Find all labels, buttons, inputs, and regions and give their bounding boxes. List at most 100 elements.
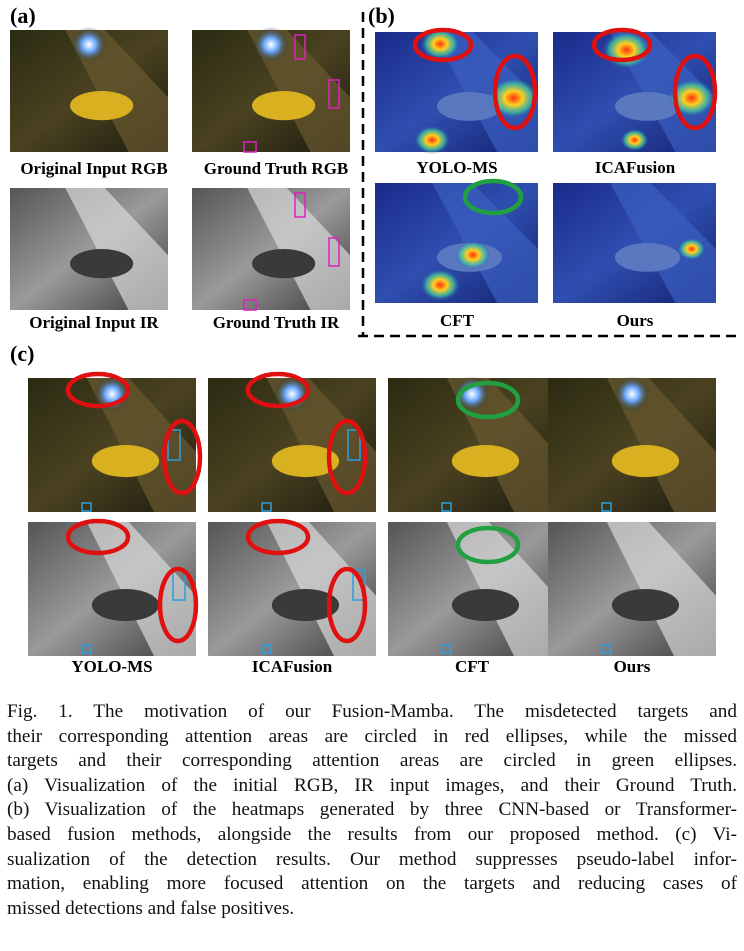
red-ellipse [672,53,718,131]
bounding-box [347,429,361,461]
image-label: Ours [617,311,654,330]
car [611,589,680,622]
image-label: CFT [455,657,490,676]
image [28,376,196,512]
green-ellipse [455,380,521,420]
caption-line: missed detections and false positives. [7,897,295,919]
image-label: CFT [440,311,475,330]
red-ellipse [326,566,368,644]
image [553,30,716,152]
red-ellipse [65,371,131,409]
road [432,32,538,152]
image [548,376,716,512]
car [271,445,340,478]
bounding-box [167,429,181,461]
car [614,92,681,121]
image [208,522,376,656]
image [375,183,538,303]
image [548,522,716,656]
lamp [253,26,289,63]
road [432,183,538,303]
caption-line: mation, enabling more focused attention … [7,873,737,895]
panel-label: (c) [10,341,34,366]
car [70,249,134,279]
green-ellipse [455,525,521,565]
red-ellipse [65,518,131,556]
image [375,28,540,155]
caption-line: their corresponding attention areas are … [7,725,737,747]
image-label: Original Input RGB [20,159,167,178]
red-ellipse [326,418,368,496]
heat-blob [620,128,649,152]
bounding-box [261,502,272,512]
image-label: Ground Truth RGB [204,159,349,178]
image-label: Original Input IR [29,313,159,332]
bounding-box [81,644,92,654]
car [451,589,520,622]
bounding-box [294,192,306,218]
image [28,522,196,656]
car [614,243,681,272]
road [606,522,716,656]
car [451,445,520,478]
caption-line: based fusion methods, alongside the resu… [7,823,737,845]
lamp [71,26,107,63]
car [611,445,680,478]
bounding-box [261,644,272,654]
red-ellipse [161,418,203,496]
lamp [614,376,650,413]
car [91,445,160,478]
image [192,26,350,152]
bounding-box [441,502,452,512]
image-label: ICAFusion [252,657,333,676]
road [446,522,556,656]
lamp [94,376,130,413]
heat-blob [420,269,461,301]
image [192,188,350,310]
image [388,376,556,512]
red-ellipse [157,566,199,644]
road [266,522,376,656]
car [271,589,340,622]
caption-line: targets and their corresponding attentio… [7,750,737,772]
road [247,188,350,310]
heat-blob [487,77,540,119]
caption-line: sualization of the detection results. Ou… [7,848,737,870]
car [436,92,503,121]
heat-blob [454,240,491,270]
red-ellipse [591,27,653,63]
red-ellipse [245,518,311,556]
image [10,188,168,310]
caption-line: (b) Visualization of the heatmaps genera… [7,799,737,821]
image-label: Ours [614,657,651,676]
image-label: YOLO-MS [416,158,497,177]
caption-line: Fig. 1. The motivation of our Fusion-Mam… [7,701,737,722]
heat-blob [677,237,706,261]
car [91,589,160,622]
caption: Fig. 1. The motivation of our Fusion-Mam… [7,700,737,921]
heat-blob [667,78,716,118]
red-ellipse [412,27,474,63]
bounding-box [328,237,340,267]
lamp [274,376,310,413]
image [10,26,168,152]
bounding-box [243,299,257,311]
bounding-box [352,569,366,601]
image-label: ICAFusion [595,158,676,177]
road [65,188,168,310]
bounding-box [601,644,612,654]
image-label: Ground Truth IR [213,313,340,332]
bounding-box [243,141,257,153]
panel-label: (b) [368,3,395,28]
image-label: YOLO-MS [71,657,152,676]
red-ellipse [492,53,538,131]
heat-blob [420,28,461,60]
bounding-box [601,502,612,512]
caption-line: (a) Visualization of the initial RGB, IR… [7,774,737,796]
car [252,249,316,279]
bounding-box [294,34,306,60]
bounding-box [328,79,340,109]
red-ellipse [245,371,311,409]
bounding-box [441,644,452,654]
road [610,183,716,303]
